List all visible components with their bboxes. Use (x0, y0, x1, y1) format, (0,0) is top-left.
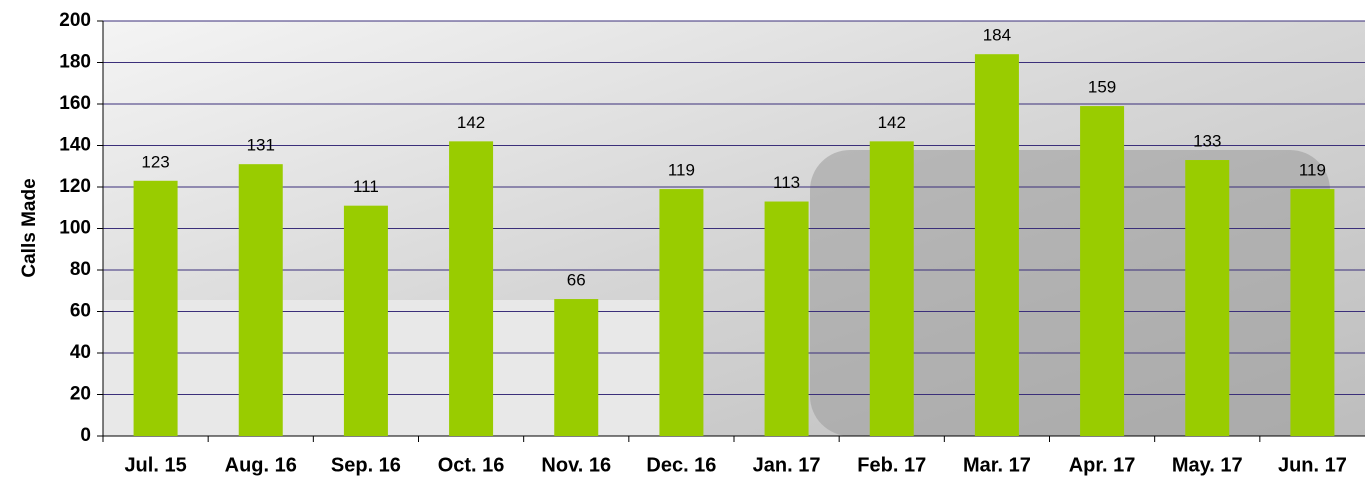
x-tick-label: Dec. 16 (646, 454, 716, 476)
bar (239, 164, 283, 436)
y-tick-label: 100 (59, 218, 91, 239)
value-label: 184 (983, 26, 1011, 45)
y-tick-label: 0 (80, 425, 91, 446)
value-label: 142 (878, 113, 906, 132)
value-label: 159 (1088, 78, 1116, 97)
x-tick-label: Feb. 17 (857, 454, 926, 476)
y-tick-label: 140 (59, 135, 91, 156)
x-tick-label: Jan. 17 (753, 454, 821, 476)
y-tick-label: 180 (59, 52, 91, 73)
x-tick-label: Sep. 16 (331, 454, 401, 476)
bar (344, 206, 388, 436)
y-tick-label: 200 (59, 10, 91, 31)
value-label: 119 (1299, 161, 1326, 180)
y-tick-label: 60 (70, 301, 91, 322)
y-tick-label: 20 (70, 384, 91, 405)
bar (449, 141, 493, 436)
bar (659, 189, 703, 436)
value-label: 142 (457, 113, 485, 132)
value-label: 131 (247, 136, 275, 155)
value-label: 113 (773, 173, 800, 192)
x-tick-label: Jul. 15 (124, 454, 186, 476)
x-tick-label: Nov. 16 (541, 454, 611, 476)
bar (1080, 106, 1124, 436)
x-tick-label: Apr. 17 (1069, 454, 1136, 476)
bar (554, 299, 598, 436)
x-tick-label: May. 17 (1172, 454, 1243, 476)
x-tick-label: Oct. 16 (438, 454, 505, 476)
bar (134, 181, 178, 436)
bar (975, 54, 1019, 436)
value-label: 119 (668, 161, 695, 180)
x-tick-label: Jun. 17 (1278, 454, 1347, 476)
bar (1290, 189, 1334, 436)
y-tick-label: 80 (70, 259, 91, 280)
bar (1185, 160, 1229, 436)
value-label: 123 (141, 152, 169, 171)
y-tick-label: 120 (59, 176, 91, 197)
value-label: 111 (353, 177, 379, 196)
y-axis-title: Calls Made (19, 178, 40, 277)
bar (870, 141, 914, 436)
value-label: 66 (567, 271, 586, 290)
value-label: 133 (1193, 132, 1221, 151)
chart: Calls Made 0 20 40 60 80 100 120 140 160 180 200 Ju… (0, 0, 1372, 482)
x-tick-label: Mar. 17 (963, 454, 1031, 476)
y-tick-label: 40 (70, 342, 91, 363)
y-tick-label: 160 (59, 93, 91, 114)
bar (765, 202, 809, 436)
x-tick-label: Aug. 16 (225, 454, 297, 476)
